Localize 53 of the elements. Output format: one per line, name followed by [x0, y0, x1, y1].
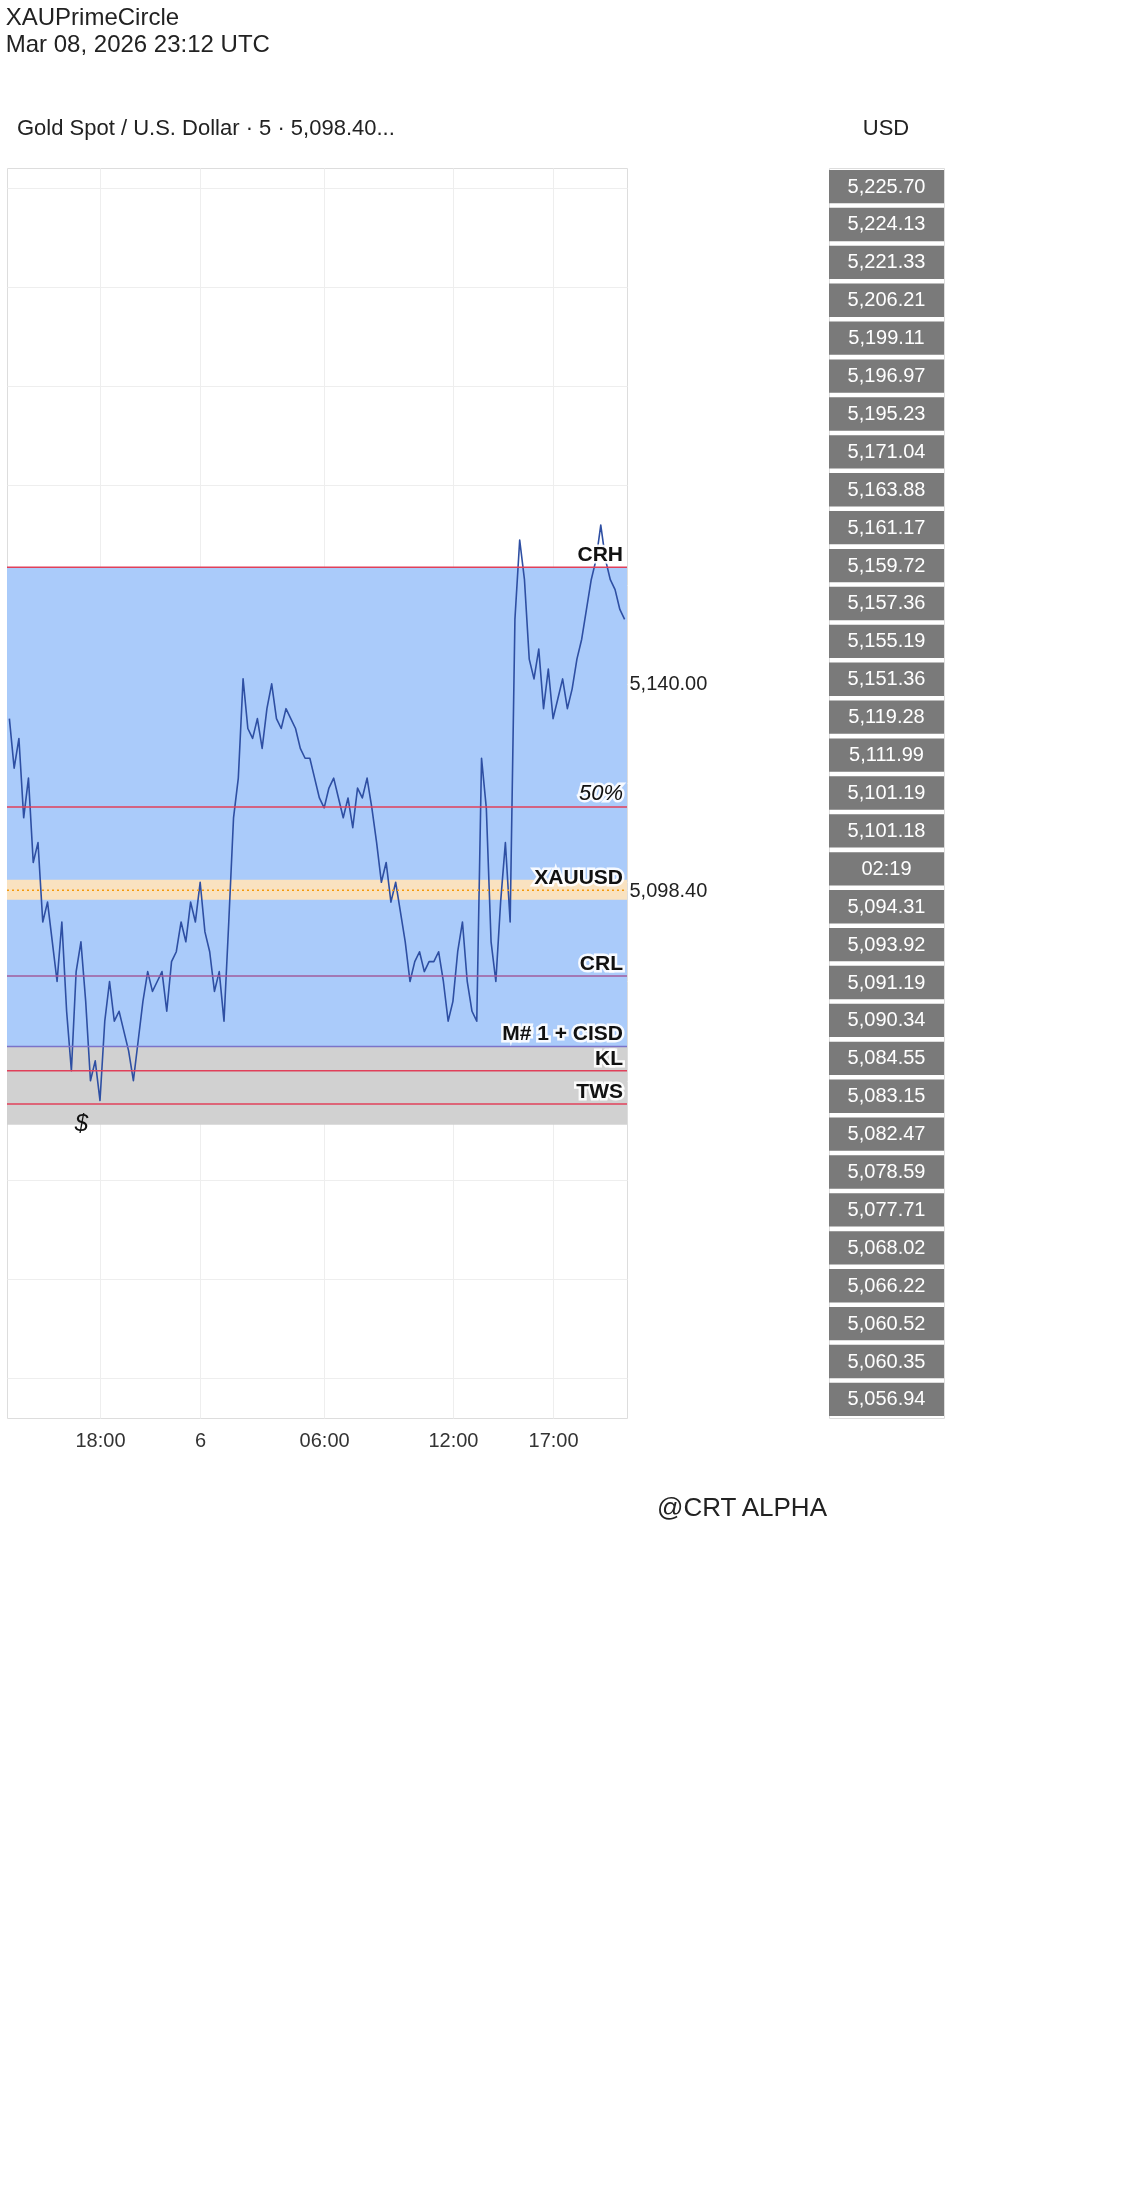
- text: 5,094.31: [847, 894, 926, 917]
- y-tick-label: 5,140.00: [629, 672, 708, 695]
- text: 5,157.36: [847, 591, 926, 614]
- text: 5,093.92: [847, 932, 926, 955]
- ref-line-label: KL: [595, 1045, 624, 1069]
- text: 5,111.99: [849, 743, 924, 766]
- annotation: $: [73, 1108, 89, 1136]
- text: 5,224.13: [847, 212, 926, 235]
- text: 5,199.11: [848, 326, 925, 349]
- chart-subtitle: Mar 08, 2026 23:12 UTC: [5, 29, 270, 57]
- annotation: 50%: [578, 779, 623, 805]
- text: 5,060.35: [847, 1349, 926, 1372]
- text: 5,068.02: [847, 1235, 926, 1258]
- text: 5,159.72: [847, 553, 926, 576]
- text: 5,151.36: [847, 667, 926, 690]
- x-tick-label: 6: [195, 1428, 207, 1451]
- text: 5,066.22: [847, 1273, 926, 1296]
- text: 5,195.23: [847, 401, 926, 424]
- ref-line-label: TWS: [576, 1079, 623, 1103]
- text: 5,196.97: [847, 364, 926, 387]
- text: 5,155.19: [847, 629, 926, 652]
- text: 5,161.17: [847, 515, 926, 538]
- text: 5,060.52: [847, 1311, 926, 1334]
- ref-line-label: M# 1 + CISD: [502, 1021, 623, 1045]
- text: 5,163.88: [847, 477, 926, 500]
- text: USD: [862, 115, 910, 140]
- text: 5,091.19: [847, 970, 926, 993]
- chart-title: XAUPrimeCircle: [5, 2, 180, 30]
- x-tick-label: 18:00: [75, 1428, 126, 1451]
- text: @CRT ALPHA: [657, 1492, 828, 1522]
- text: 5,090.34: [847, 1008, 926, 1031]
- text: Gold Spot / U.S. Dollar · 5 · 5,098.40...: [17, 115, 395, 140]
- x-tick-label: 17:00: [528, 1428, 579, 1451]
- ref-line-label: CRL: [579, 951, 624, 975]
- y-tick-label: 5,098.40: [629, 878, 708, 901]
- text: 5,119.28: [848, 705, 925, 728]
- text: 5,206.21: [847, 288, 926, 311]
- x-tick-label: 06:00: [299, 1428, 350, 1451]
- text: 5,171.04: [847, 439, 926, 462]
- text: 5,083.15: [847, 1084, 926, 1107]
- x-tick-label: 12:00: [428, 1428, 479, 1451]
- text: 5,082.47: [847, 1122, 926, 1145]
- text: 5,221.33: [847, 250, 926, 273]
- ref-line-label: XAUUSD: [534, 865, 623, 889]
- text: 5,084.55: [847, 1046, 926, 1069]
- text: 5,225.70: [847, 174, 926, 197]
- text: 02:19: [861, 856, 912, 879]
- text: 5,056.94: [847, 1387, 926, 1410]
- text: 5,078.59: [847, 1160, 926, 1183]
- text: 5,077.71: [847, 1197, 926, 1220]
- text: 5,101.19: [847, 781, 926, 803]
- line-series: [8, 524, 626, 1102]
- text: 5,101.18: [847, 818, 926, 841]
